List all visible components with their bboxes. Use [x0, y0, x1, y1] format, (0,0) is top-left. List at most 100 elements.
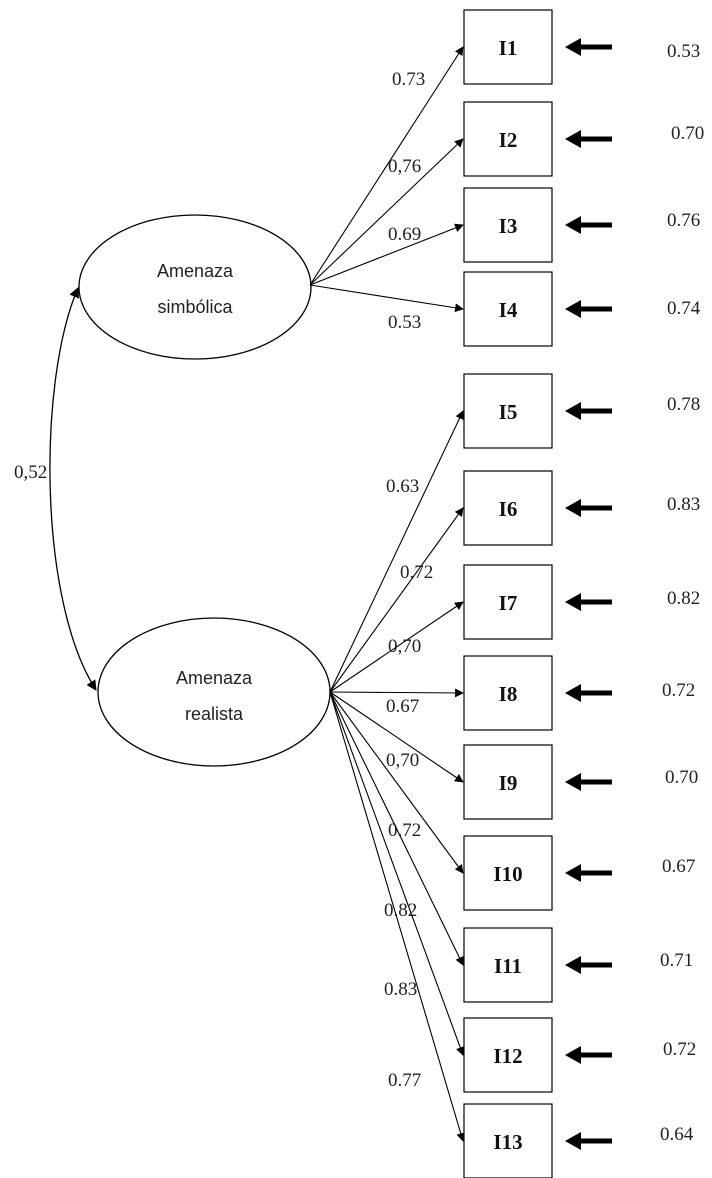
factor-label-line-1: Amenaza [157, 261, 234, 281]
loading-value: 0.82 [384, 900, 417, 921]
factor-label-line-2: realista [185, 704, 244, 724]
factor-label-line-1: Amenaza [176, 668, 253, 688]
item-label: I5 [499, 400, 518, 424]
loading-value: 0.73 [392, 69, 425, 90]
item-label: I8 [499, 682, 518, 706]
loading-value: 0.53 [388, 312, 421, 333]
item-box: I11 [463, 927, 553, 1003]
item-box-frame [463, 187, 553, 263]
item-box-frame [463, 744, 553, 820]
latent-factor-simbolica: Amenaza simbólica [78, 214, 312, 360]
error-arrow-icon [565, 956, 612, 974]
item-box-frame [463, 1103, 553, 1178]
item-label: I2 [499, 128, 518, 152]
error-value: 0.53 [667, 41, 700, 62]
item-box-frame [463, 470, 553, 546]
loading-value: 0.72 [400, 562, 433, 583]
item-box-frame [463, 655, 553, 731]
loading-value: 0.63 [386, 476, 419, 497]
error-arrow-icon [565, 216, 612, 234]
error-arrow-icon [565, 1046, 612, 1064]
item-box-frame [463, 927, 553, 1003]
error-value: 0.74 [667, 298, 701, 319]
item-box: I1 [463, 9, 553, 85]
error-arrow-icon [565, 593, 612, 611]
error-value: 0.67 [662, 856, 695, 877]
error-arrow-icon [565, 684, 612, 702]
item-box-frame [463, 9, 553, 85]
error-arrow-icon [565, 773, 612, 791]
item-box: I7 [463, 564, 553, 640]
loading-path [329, 691, 464, 874]
item-box: I12 [463, 1017, 553, 1093]
error-value: 0.76 [667, 210, 700, 231]
item-box-frame [463, 271, 553, 347]
loading-value: 0,70 [388, 636, 421, 657]
item-box: I4 [463, 271, 553, 347]
error-value: 0.82 [667, 588, 700, 609]
error-value: 0.71 [660, 950, 693, 971]
error-value: 0.83 [667, 494, 700, 515]
factor-label-line-2: simbólica [157, 297, 233, 317]
loading-value: 0.72 [388, 820, 421, 841]
item-label: I12 [493, 1044, 522, 1068]
error-arrow-icon [565, 864, 612, 882]
item-label: I7 [499, 591, 518, 615]
error-value: 0.78 [667, 394, 700, 415]
item-label: I3 [499, 214, 518, 238]
loading-path [309, 138, 464, 286]
error-value: 0.70 [665, 767, 698, 788]
item-label: I6 [499, 497, 518, 521]
loading-value: 0,76 [388, 156, 421, 177]
item-box: I3 [463, 187, 553, 263]
item-label: I10 [493, 862, 522, 886]
item-box: I10 [463, 835, 553, 911]
observed-items: I1 I2 I3 I4 I5 I6 I7 I8 I9 I10 I11 I12 I13 [463, 9, 553, 1178]
error-value: 0.70 [671, 123, 704, 144]
loading-path [329, 601, 464, 693]
loading-paths: 0.73 0,76 0.69 0.53 0.63 0.72 0,70 0.67 0,70 0.72… [309, 46, 465, 1142]
error-value: 0.72 [662, 680, 695, 701]
loading-path [329, 507, 464, 693]
item-label: I13 [493, 1130, 522, 1154]
item-box-frame [463, 835, 553, 911]
loading-path [309, 284, 464, 313]
loading-path [329, 691, 464, 966]
error-arrow-icon [565, 300, 612, 318]
item-box-frame [463, 373, 553, 449]
error-value: 0.64 [660, 1124, 694, 1145]
latent-factor-realista: Amenaza realista [97, 617, 331, 767]
loading-value: 0.69 [388, 224, 421, 245]
item-box: I2 [463, 101, 553, 177]
error-arrow-icon [565, 402, 612, 420]
item-box-frame [463, 101, 553, 177]
error-terms: 0.53 0.70 0.76 0.74 0.78 0.83 0.82 0.72 0.70 0.67… [565, 38, 704, 1150]
item-box: I5 [463, 373, 553, 449]
loading-path [329, 691, 465, 1142]
error-value: 0.72 [663, 1039, 696, 1060]
loading-path [329, 691, 465, 1056]
covariance-label: 0,52 [14, 462, 47, 483]
item-box: I6 [463, 470, 553, 546]
item-label: I4 [499, 298, 518, 322]
error-arrow-icon [565, 130, 612, 148]
item-box-frame [463, 564, 553, 640]
error-arrow-icon [565, 499, 612, 517]
loading-value: 0.83 [384, 979, 417, 1000]
item-label: I9 [499, 771, 518, 795]
loading-path [309, 46, 464, 286]
item-box: I13 [463, 1103, 553, 1178]
item-box: I9 [463, 744, 553, 820]
loading-value: 0,70 [386, 750, 419, 771]
loading-value: 0.77 [388, 1070, 421, 1091]
error-arrow-icon [565, 1132, 612, 1150]
item-box: I8 [463, 655, 553, 731]
error-arrow-icon [565, 38, 612, 56]
covariance-arc [49, 287, 97, 691]
loading-path [329, 410, 464, 693]
item-box-frame [463, 1017, 553, 1093]
item-label: I11 [494, 954, 522, 978]
loading-path [329, 691, 464, 783]
loading-value: 0.67 [386, 696, 419, 717]
